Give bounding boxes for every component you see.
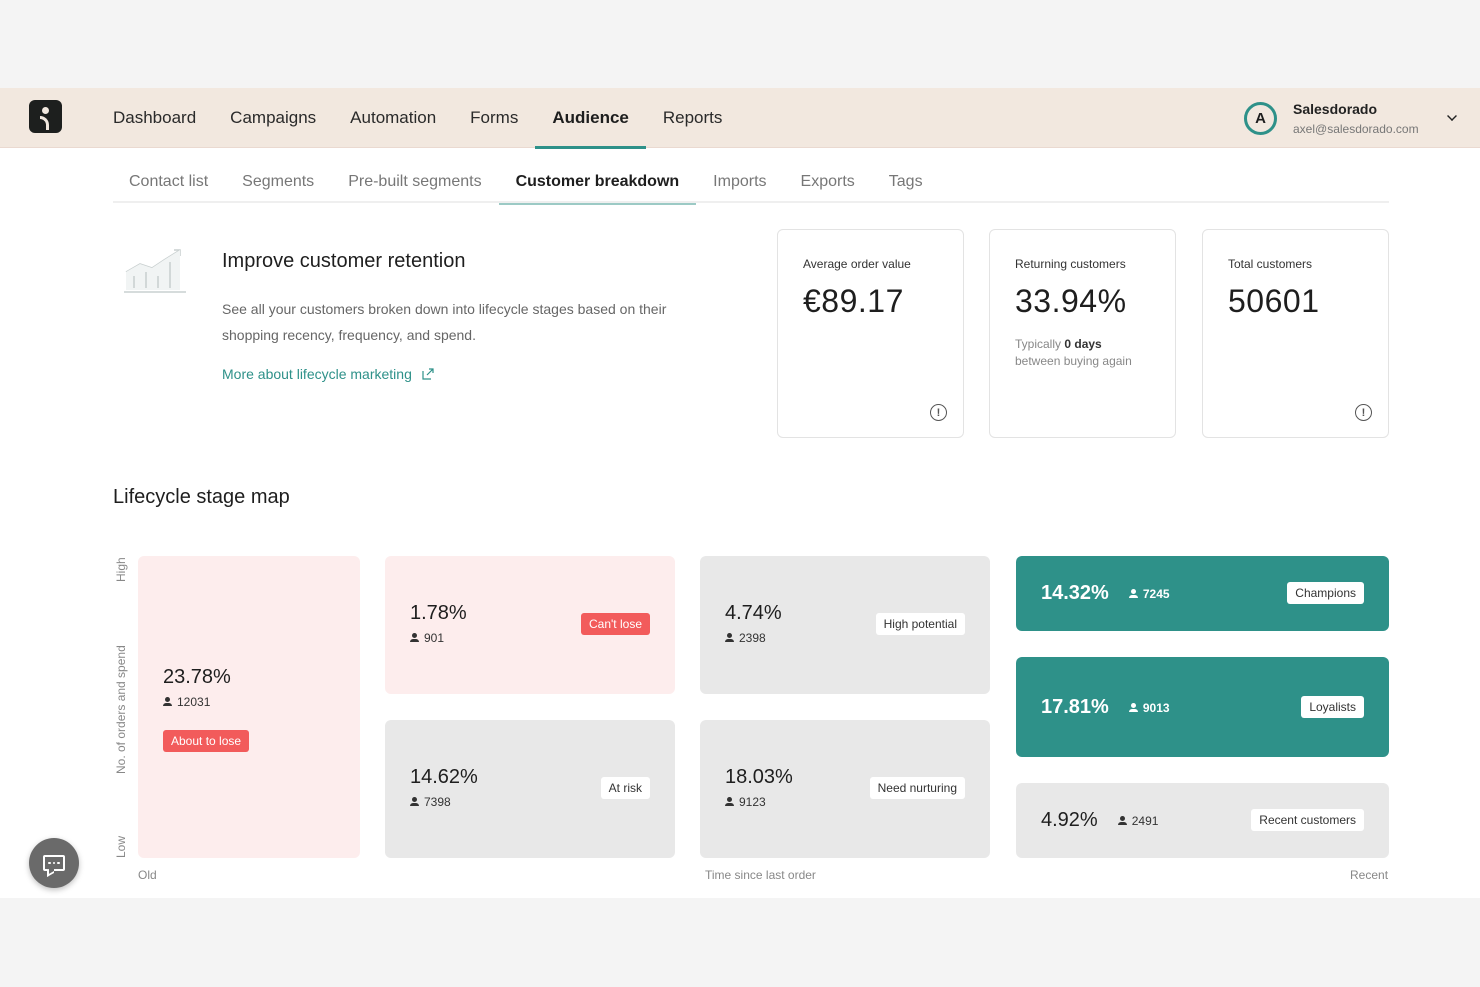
segment-percent: 14.62% <box>410 766 478 788</box>
tab-exports[interactable]: Exports <box>800 172 855 190</box>
person-icon <box>725 633 734 643</box>
growth-chart-icon <box>124 249 186 293</box>
avatar: A <box>1244 101 1277 135</box>
segment-percent: 14.32% <box>1041 582 1109 604</box>
external-link-icon <box>422 368 434 380</box>
user-name: Salesdorado <box>1293 100 1378 117</box>
segment-tag: Recent customers <box>1251 809 1364 831</box>
segment-need-nurturing[interactable]: 18.03% 9123 Need nurturing <box>700 720 990 858</box>
segment-tag: Can't lose <box>581 613 650 635</box>
info-icon[interactable]: ! <box>1355 404 1372 421</box>
person-icon <box>1128 588 1138 599</box>
segment-percent: 23.78% <box>163 666 231 688</box>
person-icon <box>410 633 419 643</box>
user-email: axel@salesdorado.com <box>1293 121 1419 136</box>
segment-at-risk[interactable]: 14.62% 7398 At risk <box>385 720 675 858</box>
tab-segments[interactable]: Segments <box>242 172 315 190</box>
segment-tag: High potential <box>875 613 965 635</box>
x-axis-label: Time since last order <box>705 868 816 882</box>
page: Dashboard Campaigns Automation Forms Aud… <box>0 88 1480 898</box>
segment-count: 7245 <box>1128 587 1170 601</box>
segment-tag: About to lose <box>163 730 250 752</box>
segment-about-to-lose[interactable]: 23.78% 12031 About to lose <box>138 556 360 858</box>
user-menu[interactable]: A Salesdorado axel@salesdorado.com <box>1244 98 1457 138</box>
segment-count: 7398 <box>410 795 478 809</box>
top-navigation: Dashboard Campaigns Automation Forms Aud… <box>0 88 1480 149</box>
stat-value: €89.17 <box>803 283 904 319</box>
main-nav: Dashboard Campaigns Automation Forms Aud… <box>96 88 739 149</box>
segment-percent: 4.92% <box>1041 809 1098 831</box>
person-icon <box>163 697 172 707</box>
segment-champions[interactable]: 14.32% 7245 Champions <box>1016 556 1389 631</box>
intro-description: See all your customers broken down into … <box>222 301 667 343</box>
nav-audience[interactable]: Audience <box>535 88 646 149</box>
intro-title: Improve customer retention <box>222 250 466 272</box>
segment-percent: 18.03% <box>725 766 793 788</box>
nav-dashboard[interactable]: Dashboard <box>113 108 197 127</box>
person-icon <box>725 797 734 807</box>
person-icon <box>1128 702 1138 713</box>
chevron-down-icon[interactable] <box>1447 111 1457 121</box>
segment-tag: At risk <box>600 777 650 799</box>
segment-count: 9013 <box>1128 701 1170 715</box>
nav-forms[interactable]: Forms <box>470 108 519 127</box>
segment-recent-customers[interactable]: 4.92% 2491 Recent customers <box>1016 783 1389 858</box>
segment-high-potential[interactable]: 4.74% 2398 High potential <box>700 556 990 694</box>
stat-card-total-customers: Total customers 50601 ! <box>1202 229 1389 438</box>
stat-label: Average order value <box>803 257 911 271</box>
lifecycle-marketing-link[interactable]: More about lifecycle marketing <box>222 366 434 382</box>
segment-tag: Champions <box>1287 582 1364 604</box>
segment-percent: 17.81% <box>1041 696 1109 718</box>
nav-automation[interactable]: Automation <box>350 108 437 127</box>
segment-count: 2398 <box>725 631 782 645</box>
y-axis-label: No. of orders and spend <box>114 645 128 774</box>
stat-card-average-order-value: Average order value €89.17 ! <box>777 229 964 438</box>
person-icon <box>1117 815 1127 826</box>
y-axis-high: High <box>114 557 128 582</box>
lifecycle-marketing-link-label: More about lifecycle marketing <box>222 366 412 382</box>
segment-percent: 4.74% <box>725 602 782 624</box>
chat-button[interactable] <box>29 838 79 888</box>
info-icon[interactable]: ! <box>930 404 947 421</box>
tab-contact-list[interactable]: Contact list <box>129 172 209 190</box>
stat-value: 50601 <box>1228 283 1320 319</box>
stat-value: 33.94% <box>1015 283 1127 319</box>
segment-count: 9123 <box>725 795 793 809</box>
stat-note: Typically 0 days between buying again <box>1015 337 1132 368</box>
lifecycle-map-title: Lifecycle stage map <box>113 486 290 508</box>
stat-label: Returning customers <box>1015 257 1126 271</box>
app-logo[interactable] <box>29 100 62 133</box>
stat-label: Total customers <box>1228 257 1313 271</box>
tab-imports[interactable]: Imports <box>713 172 767 190</box>
audience-subtabs: Contact list Segments Pre-built segments… <box>113 160 1389 205</box>
chat-icon <box>43 855 65 871</box>
segment-tag: Loyalists <box>1301 696 1364 718</box>
segment-loyalists[interactable]: 17.81% 9013 Loyalists <box>1016 657 1389 757</box>
tab-pre-built-segments[interactable]: Pre-built segments <box>348 172 482 190</box>
segment-count: 2491 <box>1117 814 1158 828</box>
segment-percent: 1.78% <box>410 602 467 624</box>
segment-count: 12031 <box>163 695 231 709</box>
tab-customer-breakdown[interactable]: Customer breakdown <box>498 160 697 205</box>
person-icon <box>410 797 419 807</box>
stat-card-returning-customers: Returning customers 33.94% Typically 0 d… <box>989 229 1176 438</box>
nav-reports[interactable]: Reports <box>662 108 723 127</box>
segment-cant-lose[interactable]: 1.78% 901 Can't lose <box>385 556 675 694</box>
nav-campaigns[interactable]: Campaigns <box>230 108 317 127</box>
segment-tag: Need nurturing <box>869 777 965 799</box>
y-axis-low: Low <box>114 835 128 858</box>
x-axis-old: Old <box>138 868 157 882</box>
tab-tags[interactable]: Tags <box>888 172 923 190</box>
segment-count: 901 <box>410 631 467 645</box>
x-axis-recent: Recent <box>1350 868 1389 882</box>
